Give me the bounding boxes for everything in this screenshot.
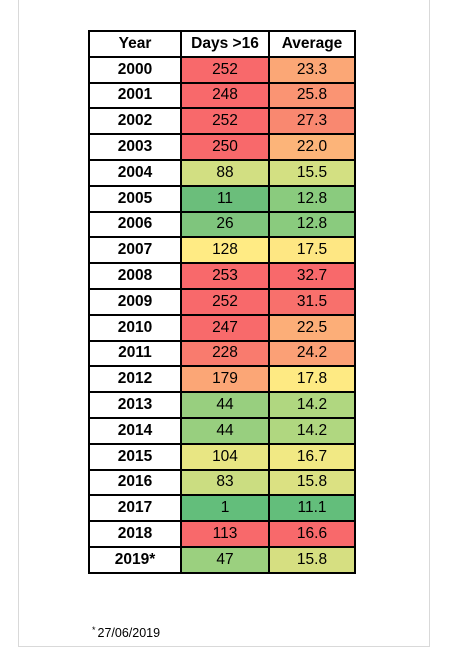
year-cell: 2000 [88,55,182,84]
table-row: 2014 44 14.2 [88,416,356,445]
table-row: 2006 26 12.8 [88,210,356,239]
data-table: Year Days >16 Average 2000 252 23.3 2001 248… [88,30,356,574]
table-row: 2007 128 17.5 [88,236,356,265]
days-cell: 44 [180,391,270,419]
days-cell: 250 [180,133,270,161]
table-row: 2001 248 25.8 [88,81,356,110]
year-cell: 2011 [88,339,182,368]
average-cell: 32.7 [268,262,356,290]
table-row: 2017 1 11.1 [88,494,356,523]
page-frame [18,0,430,647]
days-cell: 179 [180,365,270,394]
year-cell: 2018 [88,520,182,548]
year-cell: 2006 [88,210,182,239]
days-cell: 104 [180,442,270,471]
days-cell: 252 [180,55,270,84]
days-cell: 88 [180,158,270,187]
year-cell: 2002 [88,107,182,136]
table-row: 2009 252 31.5 [88,287,356,316]
table-row: 2011 228 24.2 [88,339,356,368]
average-cell: 31.5 [268,287,356,316]
average-cell: 15.8 [268,468,356,497]
year-cell: 2014 [88,416,182,445]
year-cell: 2012 [88,365,182,394]
table-row: 2015 104 16.7 [88,442,356,471]
average-cell: 23.3 [268,55,356,84]
table-row: 2010 247 22.5 [88,313,356,342]
table-row: 2008 253 32.7 [88,262,356,290]
year-cell: 2001 [88,81,182,110]
average-cell: 16.7 [268,442,356,471]
header-year: Year [88,30,182,58]
header-average: Average [268,30,356,58]
days-cell: 1 [180,494,270,523]
days-cell: 248 [180,81,270,110]
year-cell: 2005 [88,184,182,213]
average-cell: 17.5 [268,236,356,265]
year-cell: 2013 [88,391,182,419]
days-cell: 247 [180,313,270,342]
average-cell: 16.6 [268,520,356,548]
footnote-text: 27/06/2019 [97,626,161,640]
days-cell: 11 [180,184,270,213]
table-row: 2016 83 15.8 [88,468,356,497]
days-cell: 83 [180,468,270,497]
year-cell: 2004 [88,158,182,187]
average-cell: 17.8 [268,365,356,394]
average-cell: 12.8 [268,210,356,239]
table-row: 2004 88 15.5 [88,158,356,187]
year-cell: 2016 [88,468,182,497]
days-cell: 128 [180,236,270,265]
average-cell: 24.2 [268,339,356,368]
average-cell: 12.8 [268,184,356,213]
footnote: * 27/06/2019 [92,625,161,640]
year-cell: 2019* [88,545,182,574]
table-row: 2003 250 22.0 [88,133,356,161]
year-cell: 2017 [88,494,182,523]
average-cell: 25.8 [268,81,356,110]
average-cell: 14.2 [268,416,356,445]
table-row: 2013 44 14.2 [88,391,356,419]
average-cell: 15.5 [268,158,356,187]
table-row: 2019* 47 15.8 [88,545,356,574]
days-cell: 252 [180,107,270,136]
days-cell: 113 [180,520,270,548]
year-cell: 2003 [88,133,182,161]
year-cell: 2007 [88,236,182,265]
year-cell: 2009 [88,287,182,316]
year-cell: 2015 [88,442,182,471]
table-row: 2000 252 23.3 [88,55,356,84]
year-cell: 2010 [88,313,182,342]
days-cell: 44 [180,416,270,445]
table-row: 2005 11 12.8 [88,184,356,213]
table-row: 2002 252 27.3 [88,107,356,136]
average-cell: 22.0 [268,133,356,161]
header-days: Days >16 [180,30,270,58]
year-cell: 2008 [88,262,182,290]
table-row: 2012 179 17.8 [88,365,356,394]
days-cell: 47 [180,545,270,574]
table-header-row: Year Days >16 Average [88,30,356,58]
average-cell: 22.5 [268,313,356,342]
average-cell: 15.8 [268,545,356,574]
days-cell: 252 [180,287,270,316]
days-cell: 253 [180,262,270,290]
days-cell: 26 [180,210,270,239]
average-cell: 11.1 [268,494,356,523]
table-row: 2018 113 16.6 [88,520,356,548]
footnote-marker: * [92,625,96,635]
days-cell: 228 [180,339,270,368]
average-cell: 27.3 [268,107,356,136]
average-cell: 14.2 [268,391,356,419]
